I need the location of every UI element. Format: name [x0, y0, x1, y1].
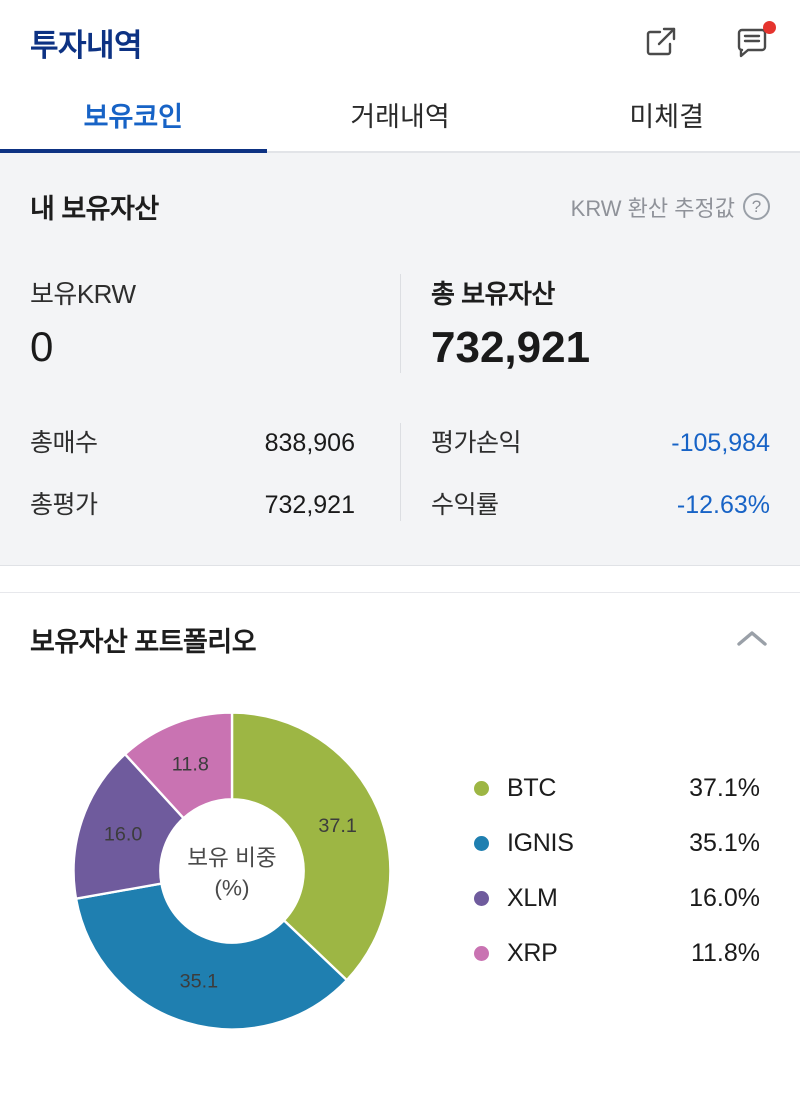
help-icon[interactable]: ?: [743, 193, 770, 220]
page-title: 투자내역: [30, 28, 143, 63]
legend-coin-name: IGNIS: [507, 829, 574, 857]
portfolio-donut-chart: 37.1 35.1 16.0 11.8 보유 비중 (%): [34, 673, 434, 1069]
total-assets-block: 총 보유자산 732,921: [400, 274, 770, 373]
legend-coin-percent: 37.1%: [689, 774, 760, 802]
legend-coin-name: XRP: [507, 939, 558, 967]
total-buy-label: 총매수: [30, 429, 98, 457]
yield-value: -12.63%: [676, 491, 770, 519]
holding-krw-value: 0: [30, 323, 54, 370]
yield-row: 수익률 -12.63%: [431, 485, 770, 521]
header: 투자내역: [0, 0, 800, 79]
chat-icon[interactable]: [734, 20, 776, 61]
total-valuation-label: 총평가: [30, 491, 98, 519]
section-spacer: [0, 566, 800, 592]
total-valuation-row: 총평가 732,921: [30, 485, 355, 521]
legend-coin-name: BTC: [507, 774, 557, 802]
slice-value-label: 35.1: [180, 971, 219, 993]
slice-value-label: 11.8: [172, 753, 209, 775]
donut-slice-btc: [230, 711, 392, 982]
assets-section-title: 내 보유자산: [30, 194, 159, 224]
valuation-pl-label: 평가손익: [431, 429, 522, 457]
yield-label: 수익률: [431, 491, 499, 519]
total-assets-label: 총 보유자산: [431, 279, 555, 309]
tab-bar: 보유코인 거래내역 미체결: [0, 79, 800, 153]
donut-slice-ignis: [74, 882, 349, 1031]
donut-center-label: 보유 비중 (%): [187, 845, 277, 900]
legend-item-btc: BTC 37.1%: [474, 765, 760, 812]
slice-value-label: 16.0: [104, 824, 143, 846]
legend-coin-percent: 11.8%: [690, 939, 760, 967]
valuation-pl-value: -105,984: [671, 429, 770, 457]
legend-coin-percent: 16.0%: [689, 884, 760, 912]
legend-item-xrp: XRP 11.8%: [474, 930, 760, 977]
legend-coin-name: XLM: [507, 884, 558, 912]
portfolio-title: 보유자산 포트폴리오: [30, 626, 257, 657]
legend-coin-percent: 35.1%: [689, 829, 760, 857]
legend-color-dot: [474, 781, 489, 796]
legend-color-dot: [474, 836, 489, 851]
summary-rows-left: 총매수 838,906 총평가 732,921: [30, 423, 400, 521]
total-assets-value: 732,921: [431, 323, 591, 372]
portfolio-legend: BTC 37.1% IGNIS 35.1% XLM 16.0% XRP 11.8%: [434, 765, 770, 977]
holding-krw-label: 보유KRW: [30, 279, 136, 309]
total-buy-value: 838,906: [264, 429, 355, 457]
portfolio-section: 보유자산 포트폴리오 37.1 35.1 16.0 11.8 보유 비중 (%) BTC 3…: [0, 592, 800, 1069]
tab-open-orders[interactable]: 미체결: [533, 79, 800, 153]
donut-slice-xrp: [123, 711, 234, 820]
donut-slice-xlm: [72, 752, 186, 901]
legend-color-dot: [474, 891, 489, 906]
notification-badge: [763, 20, 776, 34]
krw-note-text: KRW 환산 추정값: [570, 195, 735, 221]
krw-estimate-note: KRW 환산 추정값 ?: [571, 191, 770, 223]
header-icons: [642, 20, 776, 61]
holding-krw-block: 보유KRW 0: [30, 274, 400, 373]
app: 투자내역 보유코인 거래내역 미체결: [0, 0, 800, 1069]
share-icon[interactable]: [642, 25, 678, 61]
tab-transactions[interactable]: 거래내역: [267, 79, 534, 153]
total-valuation-value: 732,921: [264, 491, 355, 519]
tab-held-coins[interactable]: 보유코인: [0, 79, 267, 153]
slice-value-label: 37.1: [318, 815, 357, 837]
legend-item-ignis: IGNIS 35.1%: [474, 820, 760, 867]
summary-rows-right: 평가손익 -105,984 수익률 -12.63%: [400, 423, 770, 521]
valuation-pl-row: 평가손익 -105,984: [431, 423, 770, 459]
collapse-chevron-icon[interactable]: [734, 627, 770, 651]
total-buy-row: 총매수 838,906: [30, 423, 355, 459]
legend-item-xlm: XLM 16.0%: [474, 875, 760, 922]
asset-summary: 내 보유자산 KRW 환산 추정값 ? 보유KRW 0 총 보유자산 732,9…: [0, 153, 800, 566]
legend-color-dot: [474, 946, 489, 961]
